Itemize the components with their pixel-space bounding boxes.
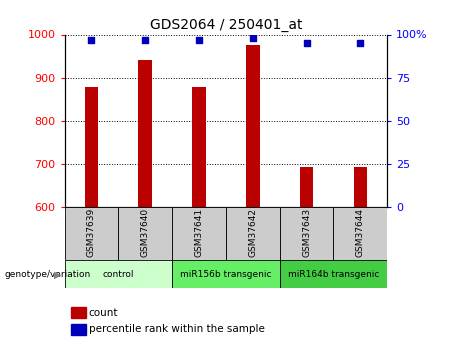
Bar xyxy=(172,207,226,260)
Point xyxy=(357,40,364,46)
Bar xyxy=(280,207,333,260)
Bar xyxy=(354,167,367,207)
Point xyxy=(195,37,203,42)
Point xyxy=(142,37,149,42)
Bar xyxy=(65,260,172,288)
Bar xyxy=(300,167,313,207)
Bar xyxy=(192,87,206,207)
Title: GDS2064 / 250401_at: GDS2064 / 250401_at xyxy=(150,18,302,32)
Bar xyxy=(71,324,86,335)
Text: GSM37643: GSM37643 xyxy=(302,208,311,257)
Text: GSM37641: GSM37641 xyxy=(195,208,203,257)
Text: GSM37642: GSM37642 xyxy=(248,208,257,257)
Point xyxy=(88,37,95,42)
Text: GSM37640: GSM37640 xyxy=(141,208,150,257)
Text: ▶: ▶ xyxy=(54,269,62,279)
Bar xyxy=(280,260,387,288)
Bar xyxy=(65,207,118,260)
Text: miR156b transgenic: miR156b transgenic xyxy=(180,270,272,279)
Text: percentile rank within the sample: percentile rank within the sample xyxy=(89,324,265,334)
Bar xyxy=(138,60,152,207)
Bar xyxy=(246,45,260,207)
Point xyxy=(303,40,310,46)
Text: miR164b transgenic: miR164b transgenic xyxy=(288,270,379,279)
Text: GSM37644: GSM37644 xyxy=(356,208,365,257)
Bar xyxy=(172,260,280,288)
Bar xyxy=(118,207,172,260)
Text: control: control xyxy=(103,270,134,279)
Bar xyxy=(85,87,98,207)
Text: GSM37639: GSM37639 xyxy=(87,208,96,257)
Bar xyxy=(226,207,280,260)
Text: count: count xyxy=(89,308,118,317)
Bar xyxy=(71,307,86,318)
Text: genotype/variation: genotype/variation xyxy=(5,270,91,279)
Bar xyxy=(333,207,387,260)
Point xyxy=(249,35,256,41)
